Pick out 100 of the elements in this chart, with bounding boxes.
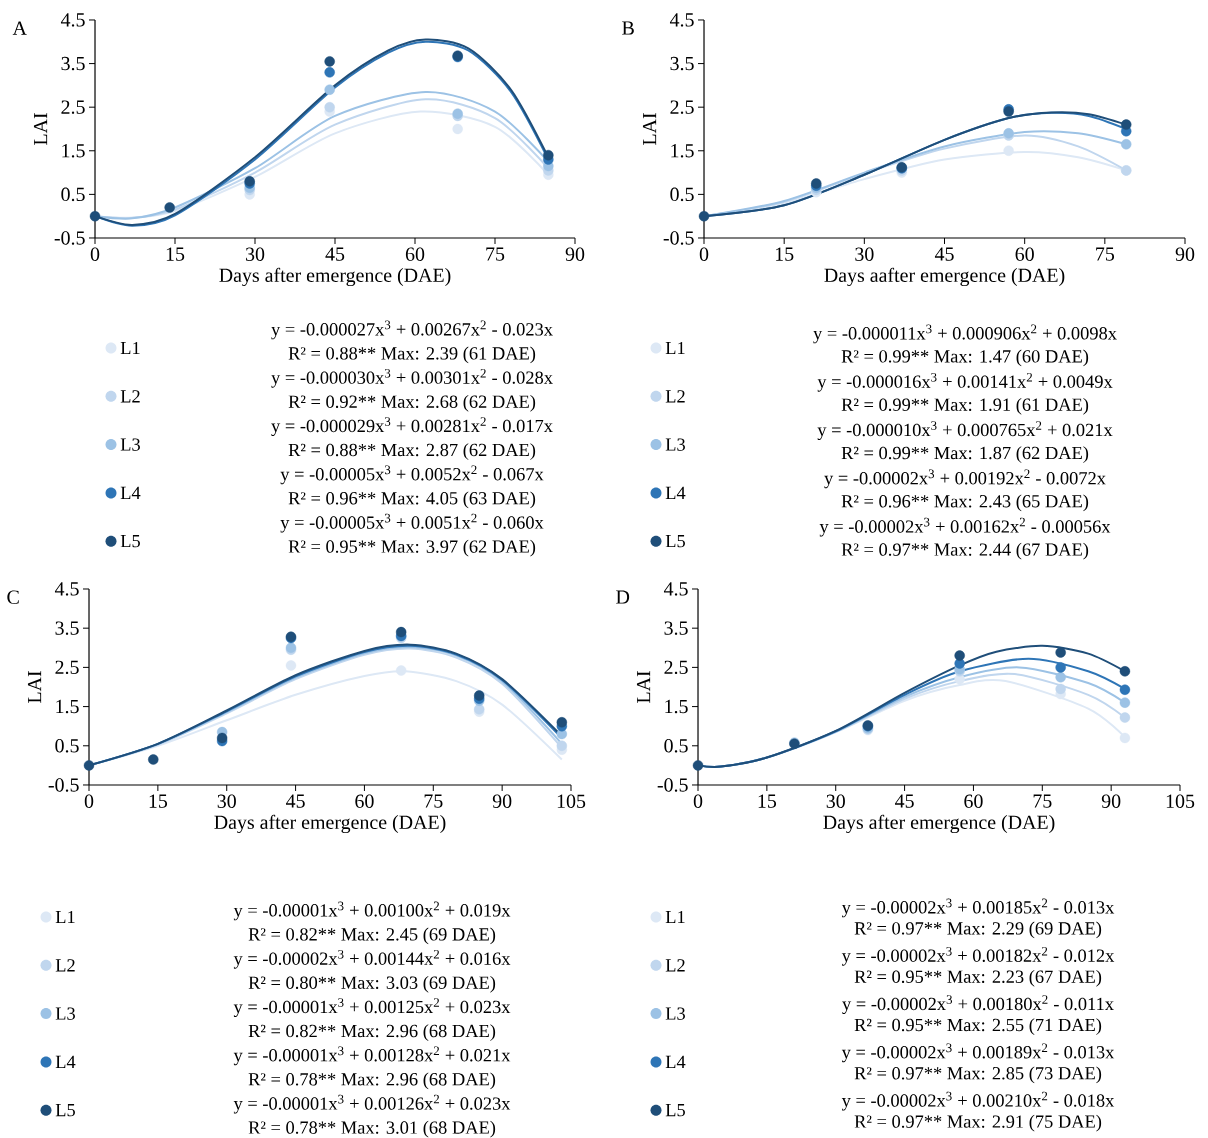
x-tick-label: 15 bbox=[149, 794, 168, 808]
text: y = -0.00002x$^{3}$ + 0.00162x$^{2}$ - 0.00056x bbox=[819, 517, 1111, 537]
text: R² = 0.95** Max: 3.97 (62 DAE) bbox=[288, 539, 536, 557]
text: y = -0.000016x$^{3}$ + 0.00141x$^{2}$ + 0.0049x bbox=[817, 372, 1113, 392]
x-tick-label: 15 bbox=[758, 794, 777, 808]
text: y = -0.00002x$^{3}$ + 0.00185x$^{2}$ - 0.013x bbox=[841, 898, 1115, 918]
x-axis-title: Days after emergence (DAE) bbox=[214, 814, 446, 834]
y-axis-title: LAI bbox=[642, 113, 657, 145]
x-tick-label: 75 bbox=[1096, 247, 1115, 261]
y-tick-label: 3.5 bbox=[664, 621, 688, 635]
text: y = -0.000027x$^{3}$ + 0.00267x$^{2}$ - 0.023x bbox=[271, 320, 553, 340]
chart-title: B bbox=[622, 21, 634, 35]
text: R² = 0.82** Max: 2.45 (69 DAE) bbox=[248, 927, 496, 945]
text: R² = 0.99** Max: 1.91 (61 DAE) bbox=[841, 397, 1089, 415]
text: R² = 0.96** Max: 2.43 (65 DAE) bbox=[841, 494, 1089, 512]
x-tick-label: 0 bbox=[699, 247, 709, 261]
y-tick-label: -0.5 bbox=[663, 231, 694, 245]
x-tick-label: 75 bbox=[486, 247, 505, 261]
text: R² = 0.97** Max: 2.85 (73 DAE) bbox=[854, 1066, 1102, 1084]
x-tick-label: 105 bbox=[1166, 794, 1195, 808]
y-tick-label: -0.5 bbox=[54, 231, 85, 245]
text: R² = 0.80** Max: 3.03 (69 DAE) bbox=[248, 975, 496, 993]
text: R² = 0.88** Max: 2.39 (61 DAE) bbox=[288, 346, 536, 364]
text: y = -0.00002x$^{3}$ + 0.00210x$^{2}$ - 0.018x bbox=[841, 1091, 1115, 1111]
text: R² = 0.97** Max: 2.91 (75 DAE) bbox=[854, 1114, 1102, 1132]
y-tick-label: 0.5 bbox=[55, 739, 79, 753]
x-tick-label: 30 bbox=[217, 794, 236, 808]
legend-label: L4 bbox=[665, 1055, 686, 1068]
legend-label: L2 bbox=[665, 959, 685, 972]
text: y = -0.00001x$^{3}$ + 0.00100x$^{2}$ + 0.019x bbox=[233, 901, 511, 921]
legend-label: L3 bbox=[120, 438, 140, 451]
x-tick-label: 45 bbox=[934, 247, 954, 261]
x-tick-label: 15 bbox=[775, 247, 794, 261]
x-tick-label: 45 bbox=[286, 794, 305, 808]
text: y = -0.00002x$^{3}$ + 0.00182x$^{2}$ - 0.012x bbox=[841, 946, 1115, 966]
y-tick-label: 1.5 bbox=[665, 699, 688, 714]
y-tick-label: 2.5 bbox=[670, 100, 694, 114]
x-tick-label: 15 bbox=[166, 247, 185, 261]
x-tick-label: 30 bbox=[826, 794, 845, 808]
text: y = -0.00002x$^{3}$ + 0.00189x$^{2}$ - 0.013x bbox=[841, 1043, 1115, 1063]
legend-label: L4 bbox=[120, 486, 141, 499]
text: R² = 0.96** Max: 4.05 (63 DAE) bbox=[288, 491, 536, 509]
text: R² = 0.97** Max: 2.29 (69 DAE) bbox=[854, 921, 1102, 939]
y-axis-title: LAI bbox=[27, 671, 42, 703]
x-tick-label: 45 bbox=[895, 794, 914, 808]
x-axis-title: Days aafter emergence (DAE) bbox=[824, 267, 1065, 287]
chart-title: A bbox=[12, 21, 27, 35]
y-tick-label: 0.5 bbox=[670, 187, 694, 202]
chart-title: D bbox=[616, 590, 630, 604]
legend-label: L4 bbox=[55, 1055, 76, 1068]
x-tick-label: 0 bbox=[693, 794, 703, 808]
text: y = -0.00001x$^{3}$ + 0.00128x$^{2}$ + 0.021x bbox=[233, 1046, 511, 1066]
x-tick-label: 90 bbox=[1175, 247, 1195, 261]
y-tick-label: 1.5 bbox=[56, 699, 79, 714]
text: R² = 0.97** Max: 2.44 (67 DAE) bbox=[841, 542, 1089, 560]
y-tick-label: 2.5 bbox=[664, 660, 688, 675]
legend-label: L1 bbox=[665, 341, 685, 355]
text: y = -0.00001x$^{3}$ + 0.00126x$^{2}$ + 0.023x bbox=[233, 1094, 511, 1114]
text: R² = 0.78** Max: 3.01 (68 DAE) bbox=[248, 1120, 496, 1138]
legend-label: L3 bbox=[665, 1007, 685, 1020]
x-tick-label: 60 bbox=[355, 794, 374, 808]
text: y = -0.00002x$^{3}$ + 0.00144x$^{2}$ + 0.016x bbox=[233, 949, 511, 969]
text: y = -0.000011x$^{3}$ + 0.000906x$^{2}$ + 0.0098x bbox=[813, 324, 1117, 344]
y-axis-title: LAI bbox=[636, 671, 651, 703]
legend-label: L1 bbox=[120, 341, 140, 355]
text: y = -0.000030x$^{3}$ + 0.00301x$^{2}$ - 0.028x bbox=[271, 368, 553, 388]
text: y = -0.000010x$^{3}$ + 0.000765x$^{2}$ + 0.021x bbox=[817, 421, 1113, 440]
y-tick-label: 3.5 bbox=[670, 56, 694, 71]
text: R² = 0.95** Max: 2.23 (67 DAE) bbox=[854, 969, 1102, 987]
legend-label: L4 bbox=[665, 486, 686, 499]
x-axis-title: Days after emergence (DAE) bbox=[823, 814, 1055, 834]
y-tick-label: 3.5 bbox=[61, 56, 85, 71]
x-tick-label: 0 bbox=[84, 794, 94, 808]
text: y = -0.000029x$^{3}$ + 0.00281x$^{2}$ - 0.017x bbox=[271, 417, 553, 436]
text: R² = 0.99** Max: 1.47 (60 DAE) bbox=[841, 349, 1089, 367]
legend-label: L2 bbox=[665, 390, 685, 403]
text: y = -0.00005x$^{3}$ + 0.0051x$^{2}$ - 0.060x bbox=[280, 513, 544, 533]
x-tick-label: 30 bbox=[246, 247, 265, 261]
x-tick-label: 90 bbox=[1101, 794, 1121, 808]
x-tick-label: 105 bbox=[557, 794, 586, 808]
legend-label: L5 bbox=[120, 535, 140, 548]
legend-label: L5 bbox=[55, 1104, 75, 1117]
x-tick-label: 75 bbox=[424, 794, 443, 808]
y-tick-label: 2.5 bbox=[55, 660, 79, 675]
chart-title: C bbox=[7, 590, 19, 604]
y-axis-title: LAI bbox=[33, 113, 48, 145]
legend-label: L2 bbox=[55, 959, 75, 972]
legend-label: L5 bbox=[665, 1104, 685, 1117]
y-tick-label: -0.5 bbox=[48, 778, 79, 792]
x-axis-title: Days after emergence (DAE) bbox=[219, 267, 451, 287]
y-tick-label: 0.5 bbox=[61, 187, 85, 202]
x-tick-label: 75 bbox=[1033, 794, 1052, 808]
y-tick-label: 1.5 bbox=[671, 144, 694, 158]
text: R² = 0.95** Max: 2.55 (71 DAE) bbox=[854, 1018, 1102, 1035]
text: R² = 0.78** Max: 2.96 (68 DAE) bbox=[248, 1072, 496, 1090]
legend-label: L1 bbox=[55, 910, 75, 924]
x-tick-label: 60 bbox=[964, 794, 983, 808]
legend-label: L3 bbox=[665, 438, 685, 451]
x-tick-label: 60 bbox=[1015, 247, 1034, 261]
x-tick-label: 45 bbox=[325, 247, 345, 261]
